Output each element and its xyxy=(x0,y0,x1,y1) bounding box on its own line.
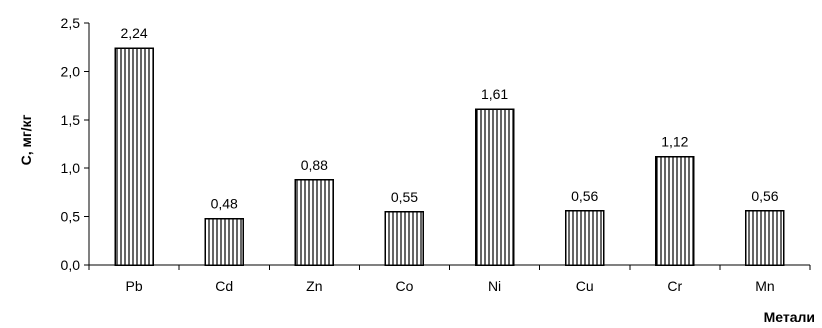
x-axis: Pb Cd Zn Co Ni Cu Cr Mn xyxy=(88,264,811,294)
bar-cu xyxy=(564,210,605,266)
x-tick-label-cr: Cr xyxy=(667,278,682,294)
data-label-cr: 1,12 xyxy=(661,134,688,150)
data-label-cu: 0,56 xyxy=(571,188,598,204)
y-tick-label: 1,5 xyxy=(61,112,81,128)
bars-layer: 2,24 0,48 0,88 0,55 1,61 0,56 1,12 0,56 xyxy=(114,25,785,266)
x-tick-label-pb: Pb xyxy=(126,278,143,294)
bar-cd xyxy=(204,217,244,266)
x-tick-label-mn: Mn xyxy=(755,278,774,294)
data-label-pb: 2,24 xyxy=(120,25,147,41)
data-label-zn: 0,88 xyxy=(301,157,328,173)
bar-pb xyxy=(114,47,154,266)
bar-ni xyxy=(474,108,515,266)
bar-cr xyxy=(655,155,695,266)
y-axis-title: С, мг/кг xyxy=(18,114,34,165)
y-tick-label: 0,5 xyxy=(61,209,81,225)
bar-zn xyxy=(294,179,335,266)
y-tick-label: 1,0 xyxy=(61,160,81,176)
bar-co xyxy=(384,211,425,266)
data-label-ni: 1,61 xyxy=(481,86,508,102)
y-tick-label: 2,0 xyxy=(61,63,81,79)
data-label-cd: 0,48 xyxy=(211,196,238,212)
data-label-co: 0,55 xyxy=(391,189,418,205)
x-tick-label-cd: Cd xyxy=(215,278,233,294)
x-tick-label-cu: Cu xyxy=(576,278,594,294)
x-tick-label-co: Co xyxy=(395,278,413,294)
bar-mn xyxy=(745,210,785,266)
data-label-mn: 0,56 xyxy=(751,188,778,204)
x-tick-label-ni: Ni xyxy=(488,278,501,294)
y-tick-label: 0,0 xyxy=(61,257,81,273)
y-axis: 0,0 0,5 1,0 1,5 2,0 2,5 xyxy=(61,15,90,273)
y-tick-label: 2,5 xyxy=(61,15,81,31)
x-tick-label-zn: Zn xyxy=(306,278,322,294)
x-axis-title: Метали xyxy=(764,309,815,325)
